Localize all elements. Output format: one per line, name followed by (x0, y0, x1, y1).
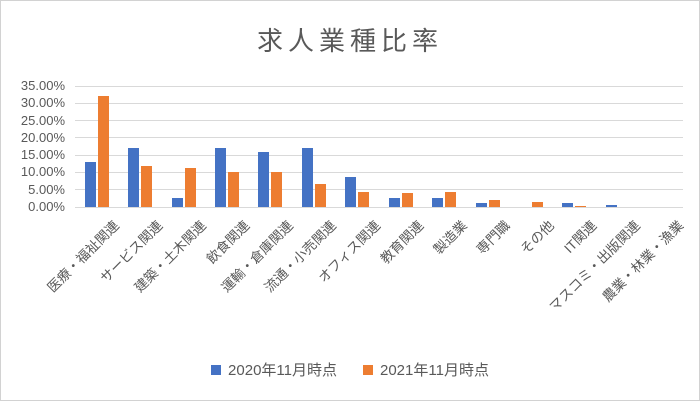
category-group (75, 86, 118, 207)
category-group (336, 86, 379, 207)
bar (314, 183, 326, 207)
chart-title: 求人業種比率 (256, 26, 443, 56)
x-category-label: 農業・林業・漁業 (599, 217, 687, 305)
bar (562, 202, 574, 207)
category-group (249, 86, 292, 207)
gridline (75, 189, 683, 191)
y-tick-label: 20.00% (20, 129, 65, 145)
category-group (422, 86, 465, 207)
x-axis-labels: 医療・福祉関連 サービス関連 建築・土木関連 飲食関連 運輸・倉庫関連 流通・小売関連 オフ… (1, 213, 699, 359)
x-category-label: 運輸・倉庫関連 (218, 217, 296, 296)
category-group (466, 86, 509, 207)
legend-item: 2021年11月時点 (363, 359, 489, 380)
y-tick-label: 5.00% (28, 181, 65, 197)
bar (531, 201, 543, 207)
bar (141, 165, 153, 207)
bar (345, 177, 357, 207)
bar (84, 162, 96, 207)
legend-swatch-icon (363, 364, 373, 375)
category-group (596, 86, 639, 207)
gridline (75, 154, 683, 156)
category-group (639, 86, 682, 207)
gridline (75, 102, 683, 104)
gridline (75, 171, 683, 173)
bar (488, 200, 500, 207)
x-category-label: 専門職 (473, 217, 514, 258)
gridline (75, 85, 683, 87)
y-tick-label: 10.00% (20, 164, 65, 180)
bar (432, 198, 444, 207)
bar (445, 191, 457, 207)
category-group (118, 86, 161, 207)
x-category-label: 流通・小売関連 (261, 217, 340, 296)
legend-label: 2020年11月時点 (228, 362, 337, 379)
legend-swatch-icon (211, 364, 222, 375)
gridline (75, 206, 683, 208)
bar (214, 148, 226, 207)
x-category-label: オフィス関連 (315, 217, 383, 286)
x-category-label: サービス関連 (97, 217, 166, 286)
gridline (75, 137, 683, 139)
bar (171, 197, 183, 207)
bar (271, 172, 283, 207)
legend: 2020年11月時点 2021年11月時点 (1, 359, 699, 380)
x-category-label: 建築・土木関連 (131, 217, 210, 296)
legend-item: 2020年11月時点 (211, 359, 337, 380)
category-group (292, 86, 335, 207)
bar (605, 204, 617, 207)
x-category-label: 教育関連 (377, 217, 427, 267)
category-group (553, 86, 596, 207)
x-category-label: 飲食関連 (203, 217, 253, 267)
bar (97, 96, 109, 207)
y-tick-label: 15.00% (20, 147, 65, 163)
bar (575, 205, 587, 207)
bar (258, 152, 270, 207)
y-tick-label: 30.00% (20, 95, 65, 111)
bars-area (75, 86, 683, 207)
bar (128, 148, 140, 207)
y-tick-label: 25.00% (20, 112, 65, 128)
bar (388, 198, 400, 207)
category-group (205, 86, 248, 207)
x-category-label: マスコミ・出版関連 (546, 217, 644, 315)
bar (184, 168, 196, 207)
plot-area (75, 85, 683, 208)
legend-label: 2021年11月時点 (380, 362, 489, 379)
x-category-label: IT関連 (561, 217, 600, 257)
bar (358, 192, 370, 207)
gridline (75, 120, 683, 122)
bar (401, 192, 413, 207)
y-tick-label: 35.00% (20, 78, 65, 93)
category-group (162, 86, 205, 207)
x-category-label: 医療・福祉関連 (44, 217, 123, 296)
x-category-label: その他 (517, 217, 557, 258)
category-group (379, 86, 422, 207)
y-axis: 0.00% 5.00% 10.00% 15.00% 20.00% 25.00% 30.00%… (1, 79, 65, 214)
category-group (509, 86, 552, 207)
y-tick-label: 0.00% (28, 199, 65, 214)
bar (475, 202, 487, 207)
x-category-label: 製造業 (430, 217, 470, 258)
bar (301, 147, 313, 207)
bar (227, 171, 239, 207)
